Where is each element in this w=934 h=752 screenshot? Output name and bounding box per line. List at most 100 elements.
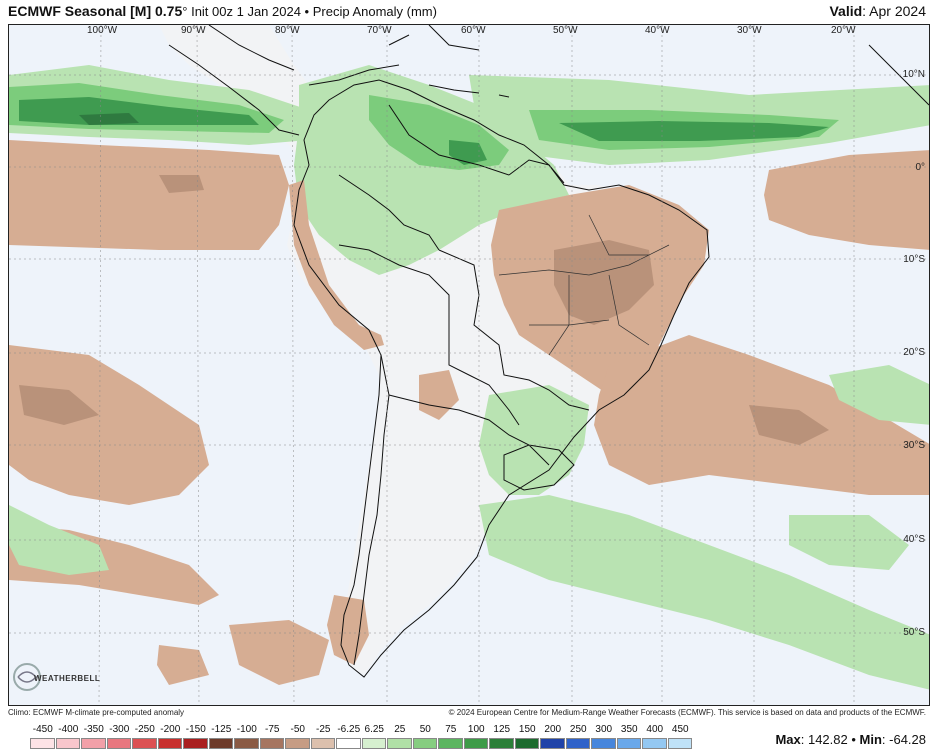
lon-label-70w: 70°W [367,25,392,36]
copyright-note: © 2024 European Centre for Medium-Range … [448,708,926,717]
lon-label-80w: 80°W [275,25,300,36]
colorbar-swatch [565,738,590,749]
colorbar-swatch [387,738,412,749]
valid-date: Valid: Apr 2024 [829,3,926,19]
colorbar-swatch [285,738,310,749]
min-label: Min [859,732,882,747]
colorbar-swatch [208,738,233,749]
title-model: ECMWF Seasonal [M] 0.75 [8,3,183,19]
colorbar-swatch [106,738,131,749]
colorbar-swatch [489,738,514,749]
brazil-states [498,214,670,356]
climo-note: Climo: ECMWF M-climate pre-computed anom… [8,708,185,717]
swirl-icon [13,663,41,691]
lat-label-50s: 50°S [903,627,925,638]
colorbar-tick-label: 200 [544,724,562,735]
lon-label-30w: 30°W [737,25,762,36]
weatherbell-logo: WEATHERBELL [12,660,102,696]
colorbar-swatch [514,738,539,749]
colorbar-swatch [642,738,667,749]
colorbar-tick-label: -150 [185,724,206,735]
lon-label-60w: 60°W [461,25,486,36]
colorbar-swatch [540,738,565,749]
title-details: Init 00z 1 Jan 2024 • Precip Anomaly (mm… [187,4,437,19]
colorbar-swatch [55,738,80,749]
colorbar-swatch [81,738,106,749]
wet-anomaly-far-east [789,515,909,570]
wet-anomaly-north-south-america [294,65,569,275]
map-title: ECMWF Seasonal [M] 0.75° Init 00z 1 Jan … [8,3,437,19]
venezuela-border [388,104,510,176]
colorbar-swatch [463,738,488,749]
dry-anomaly-south-atlantic-core [749,405,829,445]
colorbar-tick-label: -25 [316,724,331,735]
dry-anomaly-brazil-core [554,240,654,325]
wet-anomaly-southeast-atlantic [829,365,929,425]
footer-credits: Climo: ECMWF M-climate pre-computed anom… [0,706,934,718]
colorbar-tick-label: 250 [569,724,587,735]
logo-text: WEATHERBELL [34,674,101,683]
colorbar-tick-label: 75 [445,724,457,735]
colorbar-tick-label: 400 [646,724,664,735]
dry-anomaly-bolivia [419,370,459,420]
colorbar-tick-label: -400 [58,724,79,735]
uruguay-border [503,444,575,491]
colorbar-swatch [616,738,641,749]
colorbar-swatch [310,738,335,749]
lon-label-100w: 100°W [87,25,118,36]
wet-anomaly-atlantic-itcz-dark [559,121,829,141]
max-value: : 142.82 • [800,732,860,747]
colombia-border [338,174,440,251]
graticule [9,25,929,705]
max-label: Max [775,732,801,747]
dry-anomaly-patagonia [327,595,369,665]
lat-label-10n: 10°N [902,69,925,80]
argentina-chile-border [353,354,390,666]
wet-anomaly-amazon-dark [449,140,487,165]
colorbar-tick-label: 125 [493,724,511,735]
colorbar-tick-label: -100 [236,724,257,735]
lon-label-90w: 90°W [181,25,206,36]
valid-label: Valid [829,3,863,19]
colorbar-tick-label: 25 [394,724,406,735]
colorbar-swatch [438,738,463,749]
colorbar-swatch [591,738,616,749]
colorbar-swatch [361,738,386,749]
colorbar-tick-label: -75 [265,724,280,735]
colorbar-swatch [132,738,157,749]
colorbar-tick-label: 50 [419,724,431,735]
max-min-stats: Max: 142.82 • Min: -64.28 [775,732,926,747]
lat-label-20s: 20°S [903,347,925,358]
colorbar-swatch [336,738,361,749]
wet-anomaly-uruguay [479,385,589,495]
colorbar-tick-label: -6.25 [337,724,361,735]
map-panel: 100°W 90°W 80°W 70°W 60°W 50°W 40°W 30°W… [8,24,930,706]
colorbar-swatch [157,738,182,749]
brazil-border [438,249,590,411]
colorbar-tick-label: -350 [83,724,104,735]
colorbar-tick-label: 450 [671,724,689,735]
colorbar-tick-label: 150 [518,724,536,735]
colorbar-tick-label: 300 [595,724,613,735]
country-borders [168,25,929,678]
dry-anomaly-cape-horn [229,620,329,685]
title-degree: ° [182,4,188,19]
colorbar-tick-label: 6.25 [364,724,384,735]
colorbar-tick-label: -50 [290,724,305,735]
dry-anomaly-east-pacific-core [159,175,204,193]
colorbar-swatch [234,738,259,749]
wet-anomaly-pacific-itcz-dark [19,97,259,125]
valid-value: : Apr 2024 [862,3,926,19]
lat-label-10s: 10°S [903,254,925,265]
wet-anomaly-pacific-itcz-core [79,113,139,125]
header-bar: ECMWF Seasonal [M] 0.75° Init 00z 1 Jan … [0,0,934,24]
colorbar-tick-label: -250 [134,724,155,735]
colorbar-legend: -450 -400 -350 -300 -250 -200 -150 -125 -100 -75-… [0,720,934,752]
colorbar-swatch [667,738,692,749]
dry-anomaly-south-pacific-core [19,385,99,425]
lon-label-40w: 40°W [645,25,670,36]
lat-label-30s: 30°S [903,440,925,451]
colorbar-swatch [412,738,437,749]
colorbar-tick-label: 100 [467,724,485,735]
central-america-land [159,25,709,675]
